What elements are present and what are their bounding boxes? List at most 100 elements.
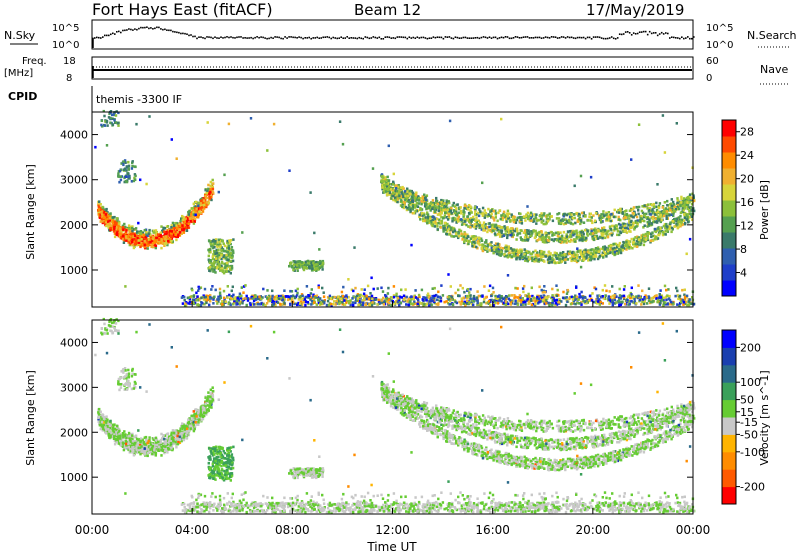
power-cell xyxy=(500,235,504,238)
power-cell xyxy=(420,202,423,206)
power-cell xyxy=(609,246,612,250)
nsky-point xyxy=(330,37,332,40)
power-cell xyxy=(223,244,227,248)
power-cell xyxy=(592,232,595,235)
power-cell xyxy=(421,214,424,217)
power-cell xyxy=(433,220,437,224)
power-cell xyxy=(566,258,570,261)
power-cell xyxy=(653,213,657,216)
power-cell xyxy=(432,221,435,224)
power-cell xyxy=(202,199,206,202)
power-cell xyxy=(201,210,205,213)
power-cell xyxy=(226,247,229,250)
nsky-point xyxy=(160,28,162,30)
nsky-point xyxy=(618,33,621,35)
power-cell xyxy=(445,233,448,236)
power-cell xyxy=(539,294,543,298)
nsky-point xyxy=(646,33,649,36)
power-cell xyxy=(641,205,644,208)
power-cell xyxy=(538,230,541,234)
power-cell xyxy=(557,222,561,225)
power-cell xyxy=(593,219,597,223)
power-cell xyxy=(576,220,579,223)
power-cell xyxy=(411,191,415,195)
nsky-point xyxy=(640,31,643,33)
nsky-point xyxy=(182,32,184,35)
power-cell xyxy=(656,227,660,230)
power-cell xyxy=(118,180,121,184)
power-cell xyxy=(429,209,432,212)
power-cell xyxy=(636,206,639,209)
nsky-point xyxy=(516,36,519,38)
power-cell xyxy=(547,256,551,260)
power-cell xyxy=(656,218,660,221)
power-cell xyxy=(326,296,330,299)
power-cell xyxy=(217,248,220,252)
power-cell xyxy=(576,218,580,222)
power-cell xyxy=(568,212,571,216)
power-cell xyxy=(552,254,555,257)
power-cell xyxy=(666,208,669,212)
power-cell xyxy=(441,203,444,207)
nsky-point xyxy=(632,32,635,34)
nsky-point xyxy=(270,36,272,39)
power-cell xyxy=(538,214,541,218)
power-cell xyxy=(596,257,600,261)
power-cell xyxy=(504,230,507,233)
nsky-point xyxy=(586,36,589,39)
power-cell xyxy=(652,220,655,224)
nsky-point xyxy=(196,37,198,40)
power-cell xyxy=(506,236,509,240)
power-cell xyxy=(690,215,694,218)
nsky-point xyxy=(288,36,290,38)
power-cell xyxy=(446,218,450,221)
power-cell xyxy=(469,219,472,223)
nsky-point xyxy=(578,36,581,39)
power-cell xyxy=(448,233,451,236)
nsky-point xyxy=(592,36,595,38)
power-cell xyxy=(570,230,574,234)
power-cell xyxy=(388,191,392,195)
power-cell xyxy=(130,167,134,170)
power-cell xyxy=(577,235,580,239)
power-cell xyxy=(544,232,547,235)
nsky-point xyxy=(548,37,551,39)
power-cell xyxy=(416,205,420,208)
power-cell xyxy=(313,263,316,267)
power-cell xyxy=(194,205,197,208)
power-cell xyxy=(665,217,668,220)
power-cell xyxy=(197,215,200,219)
power-cell xyxy=(597,248,600,251)
power-cell xyxy=(147,237,151,241)
nsky-point xyxy=(368,37,371,40)
power-cell xyxy=(455,232,458,236)
power-cell xyxy=(397,190,400,193)
nsky-point xyxy=(222,37,224,39)
power-cell xyxy=(295,294,299,297)
nsky-point xyxy=(428,37,431,39)
power-cell xyxy=(427,202,430,206)
power-cell xyxy=(600,216,604,219)
power-cell xyxy=(490,241,493,244)
power-cell xyxy=(113,225,116,229)
power-cell xyxy=(423,200,426,204)
power-cell xyxy=(127,241,130,244)
power-cell xyxy=(222,303,225,307)
power-cell xyxy=(221,269,224,272)
power-cell xyxy=(634,242,638,246)
nsky-point xyxy=(264,37,266,39)
power-cell xyxy=(651,208,654,211)
power-cell xyxy=(648,218,651,222)
power-cell xyxy=(184,218,187,221)
power-cell xyxy=(341,297,345,300)
power-cell xyxy=(143,243,146,247)
power-cell xyxy=(185,229,189,232)
power-cell xyxy=(118,222,121,225)
power-cell xyxy=(170,226,173,229)
power-cell xyxy=(211,246,215,250)
power-cell xyxy=(398,297,401,300)
power-cell xyxy=(624,302,627,306)
power-cell xyxy=(680,201,683,204)
power-cell xyxy=(490,209,493,212)
